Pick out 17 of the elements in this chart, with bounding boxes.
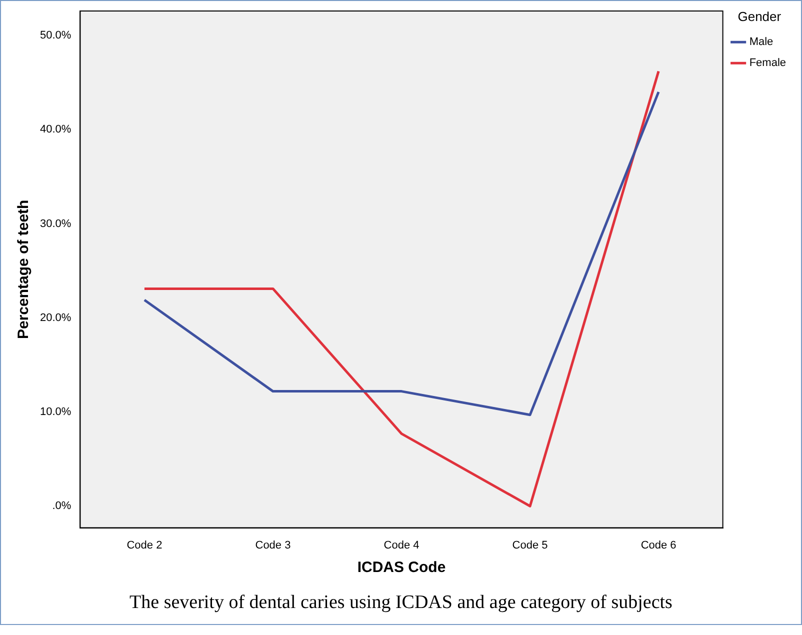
y-tick-label: 40.0% [40, 124, 72, 136]
legend-label: Male [749, 36, 774, 48]
y-tick-label: 30.0% [40, 218, 72, 230]
x-tick-label: Code 4 [384, 539, 420, 552]
legend-label: Female [749, 57, 786, 70]
x-tick-label: Code 5 [512, 539, 548, 552]
x-axis-title: ICDAS Code [357, 559, 446, 576]
legend-title: Gender [738, 9, 782, 24]
y-tick-label: 10.0% [40, 406, 72, 418]
x-tick-label: Code 6 [640, 539, 676, 552]
x-tick-label: Code 2 [126, 539, 162, 552]
x-tick-label: Code 3 [255, 539, 291, 552]
y-tick-label: 50.0% [40, 30, 72, 42]
text: The severity of dental caries using ICDAS and age category of subjects [128, 591, 674, 615]
y-axis-title: Percentage of teeth [15, 200, 32, 340]
y-tick-label: .0% [52, 500, 72, 512]
y-tick-label: 20.0% [40, 312, 72, 324]
